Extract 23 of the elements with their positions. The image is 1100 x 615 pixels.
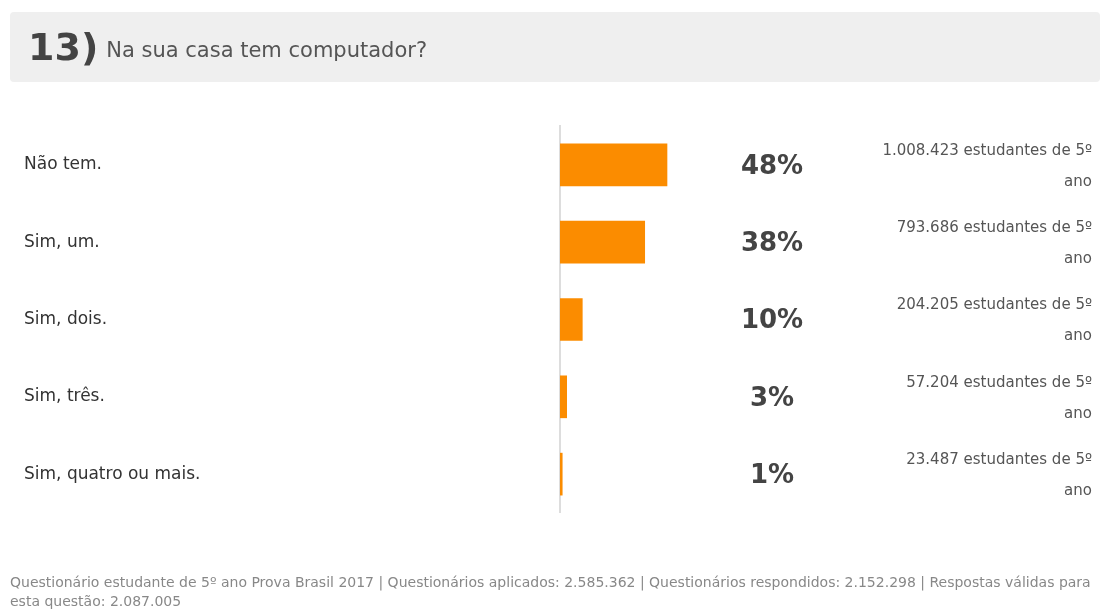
text: 57.204 estudantes de 5º ano — [906, 372, 1092, 422]
text: 23.487 estudantes de 5º ano — [906, 450, 1092, 500]
text: 1.008.423 estudantes de 5º ano — [882, 140, 1092, 190]
text: Questionário estudante de 5º ano Prova Brasil 2017 | Questionários aplicados: 2.585.362 | Questionários respondidos: 2.152.298 | Respostas válidas para esta questão: 2.087.005 — [10, 573, 1092, 611]
data-label: 1% — [749, 458, 795, 489]
y-tick-label: Não tem. — [24, 153, 103, 174]
text: 793.686 estudantes de 5º ano — [896, 218, 1092, 268]
text: 13) — [28, 25, 99, 69]
data-label: 3% — [749, 381, 795, 412]
data-label: 48% — [740, 149, 804, 180]
bar — [560, 375, 568, 419]
data-label: 10% — [740, 304, 804, 335]
text: 204.205 estudantes de 5º ano — [896, 295, 1092, 345]
data-label: 38% — [740, 226, 804, 257]
text: Na sua casa tem computador? — [106, 38, 428, 62]
bar — [560, 220, 646, 264]
y-tick-label: Sim, dois. — [24, 307, 108, 328]
bar — [560, 143, 668, 187]
y-tick-label: Sim, três. — [24, 385, 105, 406]
y-tick-label: Sim, um. — [24, 230, 100, 251]
y-tick-label: Sim, quatro ou mais. — [24, 462, 201, 483]
bar — [560, 298, 583, 341]
bar — [560, 452, 563, 496]
